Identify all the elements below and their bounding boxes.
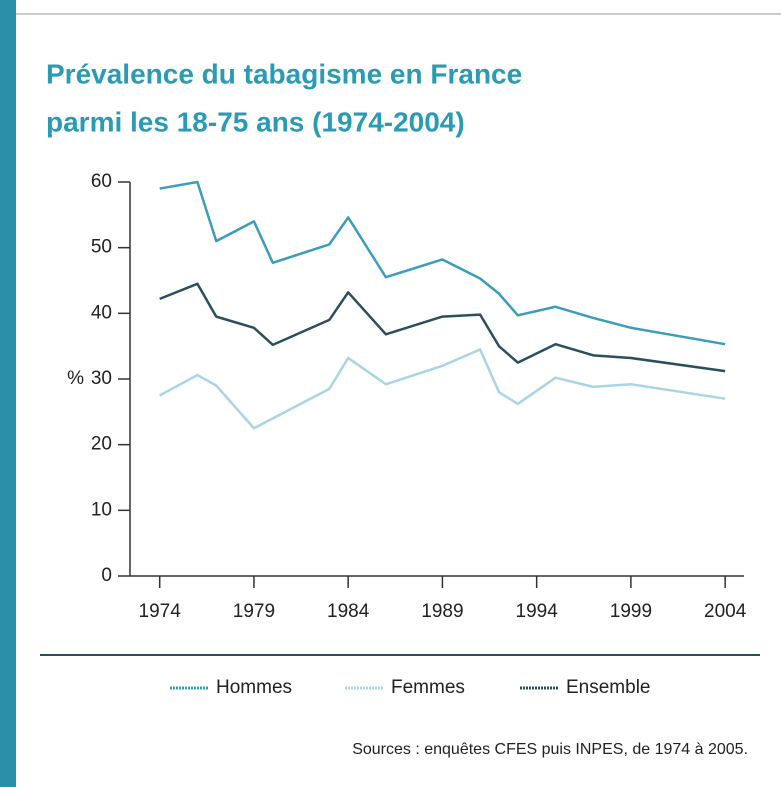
y-tick-label: 0: [101, 565, 112, 586]
x-tick-label: 1979: [233, 601, 275, 622]
source: Sources : enquêtes CFES puis INPES, de 1…: [352, 741, 748, 758]
series-line: [159, 180, 726, 346]
x-tick-label: 1994: [516, 601, 559, 622]
y-axis-label: %: [67, 368, 84, 389]
side-bar: [0, 0, 16, 787]
y-tick-label: 50: [91, 237, 112, 258]
x-tick-label: 1989: [421, 601, 463, 622]
series-line: [159, 348, 726, 430]
y-tick-label: 40: [91, 302, 112, 323]
legend-label: Hommes: [216, 677, 292, 698]
legend-label: Femmes: [391, 677, 465, 698]
x-tick-label: 1999: [610, 601, 652, 622]
x-tick-label: 1974: [139, 601, 182, 622]
legend-label: Ensemble: [566, 677, 651, 698]
chart-title: Prévalence du tabagisme en France: [46, 58, 522, 89]
y-tick-label: 30: [91, 368, 112, 389]
series-line: [159, 282, 726, 373]
x-tick-label: 1984: [327, 601, 370, 622]
y-tick-label: 20: [91, 434, 112, 455]
y-tick-label: 60: [91, 171, 112, 192]
x-tick-label: 2004: [704, 601, 747, 622]
y-tick-label: 10: [91, 499, 112, 520]
chart-subtitle: parmi les 18-75 ans (1974-2004): [46, 106, 465, 137]
